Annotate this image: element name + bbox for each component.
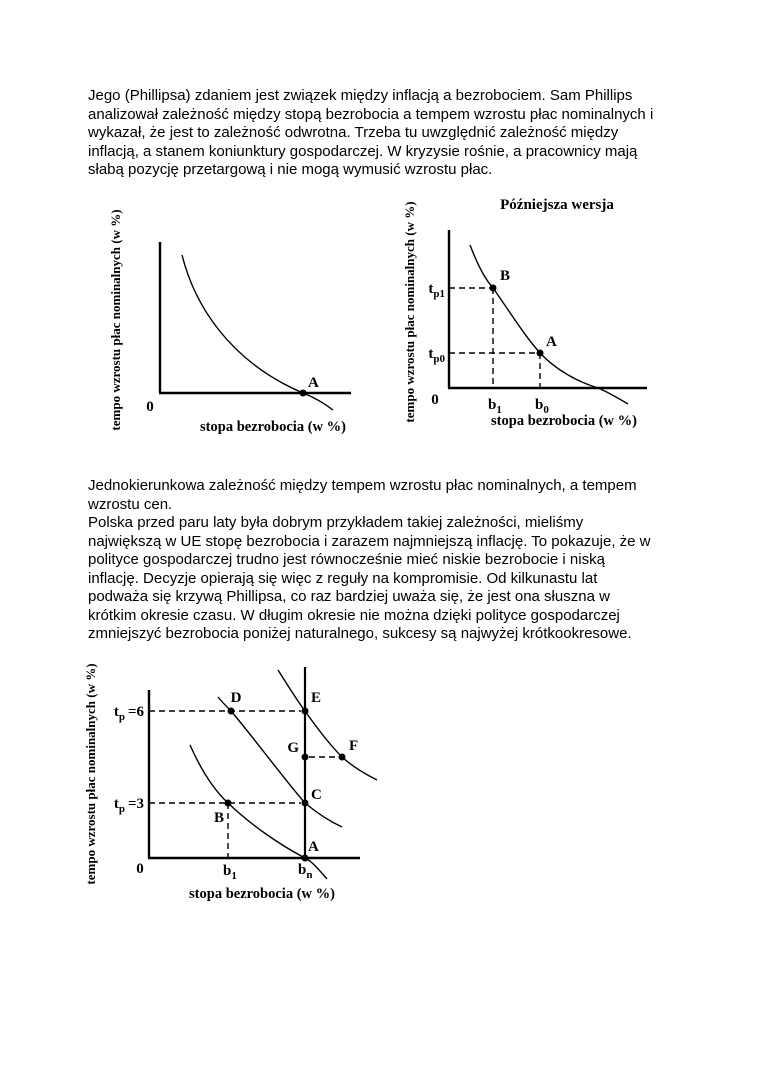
point-f-label: F: [349, 738, 358, 754]
phillips-curve-basic-chart: tempo wzrostu płac nominalnych (w %) A 0…: [108, 209, 351, 435]
point-e-dot: [301, 707, 309, 715]
y-axis-label: tempo wzrostu płac nominalnych (w %): [83, 663, 98, 884]
text-line: krótkim okresie czasu. W długim okresie …: [88, 606, 620, 624]
text-line: Jednokierunkowa zależność między tempem …: [88, 477, 637, 494]
paragraph-1: Jego (Phillipsa) zdaniem jest związek mi…: [88, 87, 708, 180]
text-line: polityce gospodarczej trudno jest równoc…: [88, 551, 605, 568]
y-axis-label: tempo wzrostu płac nominalnych (w %): [402, 201, 417, 422]
text-line: inflacją, a stanem koniunktury gospodarc…: [88, 142, 638, 160]
point-b-label: B: [214, 810, 224, 826]
y-tick-tp6: tp =6: [114, 704, 145, 723]
x-axis-label: stopa bezrobocia (w %): [200, 419, 346, 435]
origin-label: 0: [146, 399, 154, 415]
text-line: słabą pozycję przetargową i nie mogą wym…: [88, 161, 493, 178]
phillips-curve-later-chart: Późniejsza wersja tempo wzrostu płac nom…: [402, 197, 647, 429]
point-c-label: C: [311, 787, 322, 803]
point-a-label: A: [308, 839, 319, 855]
text-line: największą w UE stopę bezrobocia i zaraz…: [88, 532, 651, 550]
text-line: wykazał, że jest to zależność odwrotna. …: [88, 124, 619, 141]
y-tick-tp0: tp0: [428, 346, 445, 365]
text-line: Polska przed paru laty była dobrym przyk…: [88, 514, 584, 531]
short-run-curve-1: [189, 744, 328, 880]
y-tick-tp1: tp1: [428, 281, 445, 300]
origin-label: 0: [431, 392, 439, 408]
text-line: zmniejszyć bezrobocia poniżej naturalneg…: [88, 625, 632, 642]
point-e-label: E: [311, 690, 321, 706]
text-line: podważa się krzywą Phillipsa, co raz bar…: [88, 588, 610, 605]
point-a-dot: [299, 389, 307, 397]
point-d-dot: [227, 707, 235, 715]
x-tick-bn: bn: [298, 862, 312, 881]
point-g-dot: [301, 753, 309, 761]
short-run-curve-2: [217, 696, 343, 828]
point-g-label: G: [287, 740, 299, 756]
x-tick-b1: b1: [488, 397, 502, 416]
text-line: Jego (Phillipsa) zdaniem jest związek mi…: [88, 87, 633, 104]
point-b-label: B: [500, 268, 510, 284]
y-axis-label: tempo wzrostu płac nominalnych (w %): [108, 209, 123, 430]
point-d-label: D: [231, 690, 242, 706]
phillips-curve: [469, 244, 629, 405]
origin-label: 0: [136, 861, 144, 877]
phillips-curve: [181, 254, 334, 411]
point-a-dot: [301, 854, 309, 862]
point-b-dot: [489, 284, 497, 292]
short-run-curve-3: [277, 669, 378, 781]
x-tick-b0: b0: [535, 397, 549, 416]
point-a-label: A: [546, 334, 557, 350]
text-line: wzrostu cen.: [88, 495, 173, 513]
phillips-curve-longrun-chart: tempo wzrostu płac nominalnych (w %) D E…: [83, 663, 378, 902]
point-b-dot: [224, 799, 232, 807]
text-line: inflację. Decyzje opierają się więc z re…: [88, 569, 598, 587]
point-f-dot: [338, 753, 346, 761]
chart-title: Późniejsza wersja: [500, 197, 614, 213]
x-axis-label: stopa bezrobocia (w %): [189, 886, 335, 902]
x-tick-b1: b1: [223, 863, 237, 882]
point-a-dot: [536, 349, 544, 357]
text-line: analizował zależność między stopą bezrob…: [88, 105, 654, 123]
point-c-dot: [301, 799, 309, 807]
x-axis-label: stopa bezrobocia (w %): [491, 413, 637, 429]
point-a-label: A: [308, 375, 319, 391]
paragraph-2: Jednokierunkowa zależność między tempem …: [88, 477, 708, 644]
y-tick-tp3: tp =3: [114, 796, 144, 815]
